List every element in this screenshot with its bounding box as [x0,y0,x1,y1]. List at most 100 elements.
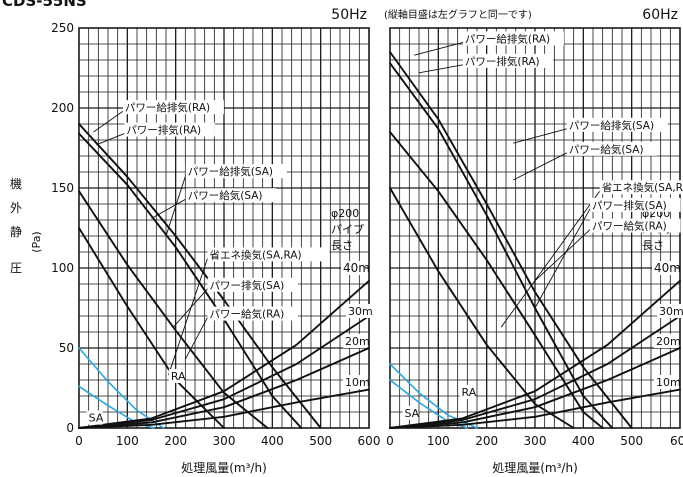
annotation-ra: パワー排気(RA) [465,55,540,68]
x-tick-label: 100 [116,434,139,448]
y-axis-label-char-1: 外 [10,201,22,215]
x-tick-label: 60( [670,434,683,448]
annotation-bg [207,306,298,321]
series-line-sa-1 [389,131,604,429]
series-line-ra-0 [78,123,322,429]
series-line-20m-1 [389,347,681,429]
x-tick-label: 0 [75,434,83,448]
annotation-ra: パワー給排気(RA) [465,32,550,45]
curve-label-20m: 20m [345,335,370,348]
annotation-sa: パワー給排気(SA) [188,165,273,178]
annotation-ra: パワー給気(RA) [592,220,667,233]
curve-label-20m: 20m [656,335,681,348]
pipe-label-line3: 長さ [642,239,664,252]
series-line-sa-0 [78,227,225,429]
curve-label-30m: 30m [659,305,683,318]
annotation-sa-ra: 省エネ換気(SA,RA) [210,248,302,261]
x-tick-label: 200 [164,434,187,448]
x-tick-label: 400 [572,434,595,448]
annotation-bg [566,141,658,156]
y-tick-label: 200 [51,101,74,115]
pipe-label-line2: パイプ [331,223,364,236]
series-line-40m-0 [78,279,370,429]
curve-label-bg [654,334,678,348]
pipe-label-line3: 長さ [331,239,353,252]
annotation-leader [165,175,187,237]
annotation-bg [599,180,683,195]
annotation-bg [122,100,224,115]
x-tick-label: 300 [213,434,236,448]
annotation-sa: SA [89,412,104,425]
annotation-bg [86,410,103,425]
annotation-leader [534,229,591,282]
y-tick-label: 250 [51,21,74,35]
chart-subtitle: (縦軸目盛は左グラフと同一です) [384,8,532,21]
annotation-bg [124,122,215,137]
y-tick-label: 150 [51,181,74,195]
curve-label-40m: 40m [654,261,681,275]
annotation-leader [534,208,591,309]
annotation-ra: RA [462,386,477,399]
annotation-ra: パワー給排気(RA) [125,101,210,114]
series-line-ra-1 [389,62,614,429]
annotation-leader [96,133,125,146]
annotation-ra: RA [171,370,186,383]
curve-label-bg [343,375,367,389]
annotation-bg [590,197,681,212]
curve-label-bg [343,334,367,348]
annotation-bg [168,369,185,383]
series-line-ra-0 [78,132,303,429]
curve-label-10m: 10m [656,376,681,389]
annotation-leader [414,41,464,56]
annotation-ra: パワー排気(RA) [126,124,201,137]
annotation-bg [462,53,554,68]
y-axis-unit: (Pa) [30,231,43,252]
x-tick-label: 300 [524,434,547,448]
annotation-leader [418,64,463,74]
x-tick-label: 200 [475,434,498,448]
series-line-20m-0 [78,347,370,429]
series-line-sa-0 [78,190,269,429]
annotation-sa: パワー排気(SA) [592,199,667,212]
annotation-leader [513,128,567,144]
curve-label-bg [652,261,676,275]
x-tick-label: 600 [358,434,381,448]
chart-title: 50Hz [331,7,367,23]
y-axis-label: 機 外 静 圧 (Pa) [10,176,43,275]
annotation-sa: パワー給気(SA) [188,189,263,202]
y-axis-label-char-2: 静 [10,225,22,239]
annotation-bg [590,218,681,233]
annotation-bg [207,247,330,262]
x-tick-label: 500 [620,434,643,448]
curve-label-bg [657,304,681,318]
chart-title: 60Hz [642,7,678,23]
y-tick-label: 50 [59,341,74,355]
annotation-bg [207,277,298,292]
series-line-40m-1 [389,279,681,429]
curve-label-bg [341,261,365,275]
annotation-leader [513,152,568,181]
x-axis-label: 処理風量(m³/h) [181,461,267,475]
y-tick-label: 100 [51,261,74,275]
annotation-bg [462,31,564,46]
series-line-ra-1 [389,51,633,429]
curve-label-10m: 10m [345,376,370,389]
x-tick-label: 500 [309,434,332,448]
x-tick-label: 400 [261,434,284,448]
y-tick-label: 0 [66,421,74,435]
annotation-sa: パワー給排気(SA) [569,119,654,132]
annotation-bg [459,385,476,399]
curve-label-30m: 30m [348,305,373,318]
annotation-ra: パワー給気(RA) [210,308,285,321]
header-title: CDS-55NS [2,0,87,10]
x-axis-label: 処理風量(m³/h) [492,461,578,475]
y-axis-label-char-3: 圧 [10,261,22,275]
chart-panel-50hz: 50Hz 0 100 200 300 400 500 600 0 50 100 150 200 250 処理… [51,7,380,475]
pipe-label-line1: φ200 [331,207,359,220]
annotation-bg [402,405,419,420]
annotation-sa: SA [405,407,420,420]
annotation-leader [93,110,124,133]
series-line-sa-1 [389,187,575,429]
